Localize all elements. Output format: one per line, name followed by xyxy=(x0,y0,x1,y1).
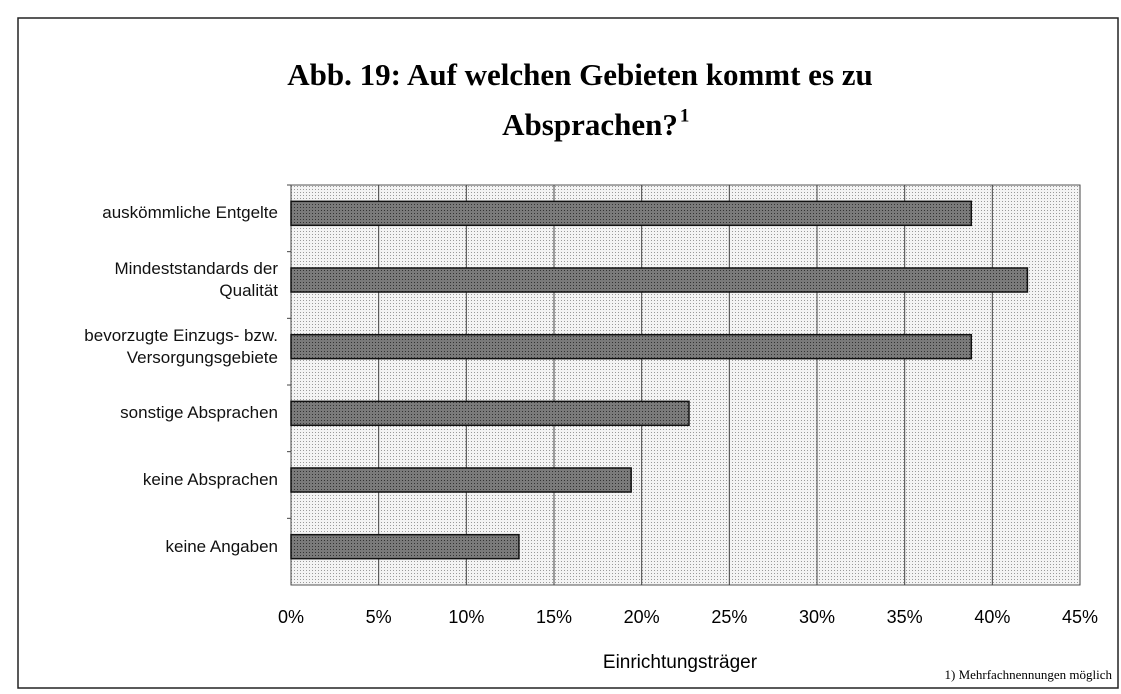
plot-area xyxy=(290,184,1081,586)
x-tick-label: 40% xyxy=(974,607,1010,627)
bar xyxy=(290,200,973,227)
bar xyxy=(290,333,973,360)
y-tick-label: Mindeststandards der Qualität xyxy=(114,259,278,300)
y-tick-label: bevorzugte Einzugs- bzw. Versorgungsgebi… xyxy=(84,325,278,367)
x-axis-label: Einrichtungsträger xyxy=(603,652,758,673)
y-tick-label: keine Absprachen xyxy=(142,470,278,489)
title-note-marker: 1 xyxy=(680,105,690,126)
x-tick-label: 45% xyxy=(1062,607,1098,627)
frame xyxy=(17,17,1119,689)
bar xyxy=(290,400,690,427)
chart-title: Abb. 19: Auf welchen Gebieten kommt es z… xyxy=(287,57,873,92)
y-tick-label: sonstige Absprachen xyxy=(120,403,278,423)
footnote: 1) Mehrfachnennungen möglich xyxy=(944,667,1112,682)
chart-title-continued: Absprachen? xyxy=(502,107,678,142)
y-tick-label: auskömmliche Entgelte xyxy=(102,203,278,223)
bar xyxy=(290,533,520,560)
x-tick-label: 15% xyxy=(536,607,572,627)
bar xyxy=(290,267,1029,293)
y-tick-label: keine Angaben xyxy=(165,536,279,556)
x-tick-label: 0% xyxy=(278,607,304,627)
x-tick-label: 25% xyxy=(711,607,747,627)
x-tick-label: 30% xyxy=(799,607,835,627)
x-tick-label: 5% xyxy=(366,607,392,627)
x-tick-label: 35% xyxy=(887,607,923,627)
x-tick-label: 20% xyxy=(624,607,660,627)
x-tick-label: 10% xyxy=(448,607,484,627)
bar xyxy=(290,467,632,493)
